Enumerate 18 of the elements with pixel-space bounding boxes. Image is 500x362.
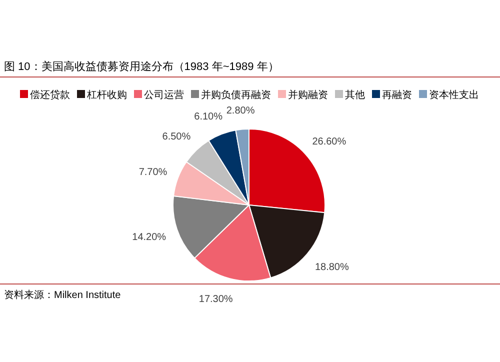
- data-label: 6.10%: [194, 111, 223, 122]
- legend-label: 公司运营: [144, 89, 184, 101]
- legend-label: 再融资: [382, 89, 412, 101]
- legend-label: 并购负债再融资: [201, 89, 271, 101]
- data-label: 18.80%: [314, 262, 349, 274]
- text: 资料来源：Milken Institute: [4, 289, 122, 301]
- data-label: 26.60%: [312, 136, 346, 148]
- data-label: 14.20%: [132, 232, 166, 243]
- data-label: 6.50%: [162, 132, 191, 143]
- chart-title: 图 10：美国高收益债募资用途分布（1983 年~1989 年）: [4, 60, 279, 73]
- data-label: 17.30%: [198, 294, 233, 305]
- data-label: 7.70%: [138, 167, 168, 178]
- legend-label: 其他: [345, 89, 365, 101]
- legend-label: 偿还贷款: [30, 89, 70, 101]
- legend-label: 资本性支出: [429, 89, 479, 101]
- legend-label: 并购融资: [288, 89, 328, 101]
- legend-label: 杠杆收购: [86, 89, 127, 101]
- data-label: 2.80%: [226, 105, 255, 116]
